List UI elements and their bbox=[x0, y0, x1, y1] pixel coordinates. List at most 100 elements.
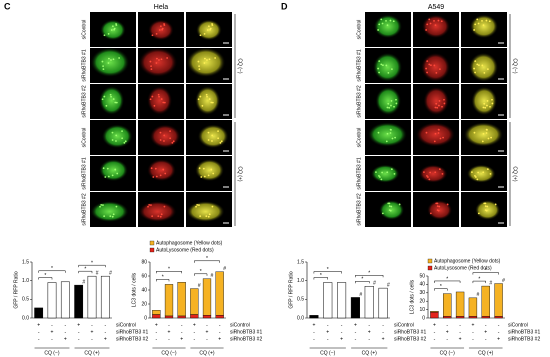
panel-label: C bbox=[4, 1, 11, 11]
significance-label: * bbox=[162, 275, 164, 281]
y-tick-label: 20 bbox=[419, 299, 425, 305]
bar-segment bbox=[164, 315, 174, 319]
puncta bbox=[105, 104, 108, 107]
significance-label: * bbox=[84, 267, 86, 273]
puncta bbox=[211, 101, 214, 104]
cell bbox=[146, 159, 177, 182]
puncta bbox=[160, 213, 163, 216]
puncta bbox=[389, 19, 392, 22]
puncta bbox=[161, 28, 164, 31]
puncta bbox=[483, 71, 486, 74]
significance-label: * bbox=[91, 261, 93, 267]
bar bbox=[74, 284, 84, 319]
puncta bbox=[395, 98, 397, 101]
puncta bbox=[485, 19, 488, 22]
puncta bbox=[481, 19, 483, 22]
puncta bbox=[111, 215, 114, 218]
y-tick-label: 0 bbox=[144, 315, 147, 321]
y-tick-label: 50 bbox=[419, 273, 425, 279]
puncta bbox=[441, 105, 443, 108]
bar-label: # bbox=[477, 292, 480, 298]
bar-segment bbox=[443, 316, 452, 319]
puncta bbox=[435, 71, 438, 74]
puncta bbox=[385, 19, 387, 22]
puncta bbox=[377, 131, 380, 134]
puncta bbox=[160, 58, 163, 61]
puncta bbox=[220, 140, 223, 143]
condition-mark: - bbox=[459, 322, 461, 328]
significance-bracket bbox=[313, 277, 328, 280]
puncta bbox=[162, 101, 165, 104]
puncta bbox=[212, 172, 215, 175]
puncta bbox=[434, 24, 437, 27]
significance-bracket bbox=[355, 281, 370, 284]
cell bbox=[138, 200, 177, 223]
puncta bbox=[150, 167, 153, 170]
puncta bbox=[377, 67, 380, 70]
legend-swatch bbox=[149, 240, 155, 246]
puncta bbox=[494, 203, 497, 206]
significance-label: * bbox=[168, 267, 170, 273]
puncta bbox=[428, 63, 431, 66]
row-label: siRhoBTB3 #1 bbox=[81, 157, 87, 189]
puncta bbox=[157, 93, 160, 96]
significance-bracket bbox=[472, 272, 499, 275]
condition-mark: - bbox=[155, 329, 157, 335]
condition-mark: - bbox=[193, 336, 195, 342]
puncta bbox=[163, 140, 165, 142]
puncta bbox=[163, 205, 166, 208]
condition-mark: + bbox=[433, 322, 436, 328]
puncta bbox=[482, 132, 485, 135]
bar-label: # bbox=[373, 281, 376, 287]
row-label: siRhoBTB3 #2 bbox=[356, 85, 362, 117]
condition-mark: - bbox=[78, 329, 80, 335]
puncta bbox=[438, 205, 441, 208]
significance-bracket bbox=[38, 270, 66, 273]
condition-mark: + bbox=[354, 322, 357, 328]
puncta bbox=[101, 60, 104, 63]
cell bbox=[423, 86, 450, 116]
condition-mark: - bbox=[168, 336, 170, 342]
y-tick-label: 0.0 bbox=[297, 315, 304, 321]
puncta bbox=[106, 167, 109, 170]
significance-label: * bbox=[368, 271, 370, 277]
puncta bbox=[109, 215, 112, 218]
panel-title: A549 bbox=[428, 4, 444, 11]
puncta bbox=[196, 203, 199, 206]
row-label: siControl bbox=[81, 20, 87, 40]
condition-mark: + bbox=[180, 336, 183, 342]
condition-mark: - bbox=[327, 322, 329, 328]
puncta bbox=[121, 137, 124, 140]
condition-mark: - bbox=[498, 322, 500, 328]
cell bbox=[469, 14, 499, 39]
significance-label: * bbox=[485, 268, 487, 274]
cell bbox=[90, 47, 130, 78]
condition-mark: - bbox=[327, 336, 329, 342]
puncta bbox=[438, 100, 441, 102]
bar-label: # bbox=[387, 282, 390, 288]
puncta bbox=[206, 95, 208, 98]
condition-mark: - bbox=[355, 336, 357, 342]
bar-segment bbox=[481, 285, 490, 317]
condition-mark: - bbox=[78, 336, 80, 342]
bar-segment bbox=[215, 271, 224, 316]
puncta bbox=[428, 18, 431, 21]
puncta bbox=[207, 215, 210, 218]
puncta bbox=[381, 171, 384, 174]
bar-segment bbox=[494, 283, 503, 317]
condition-mark: - bbox=[434, 336, 436, 342]
group-label: CQ (+) bbox=[84, 350, 99, 356]
significance-bracket bbox=[78, 270, 93, 274]
puncta bbox=[116, 172, 119, 175]
puncta bbox=[387, 102, 390, 105]
condition-mark: + bbox=[446, 329, 449, 335]
puncta bbox=[203, 62, 206, 64]
puncta bbox=[378, 176, 381, 178]
puncta bbox=[426, 71, 428, 74]
bar bbox=[323, 282, 333, 319]
condition-mark: - bbox=[181, 322, 183, 328]
condition-name: siRhoBTB3 #1 bbox=[508, 329, 540, 335]
row-label: siControl bbox=[81, 128, 87, 148]
puncta bbox=[115, 101, 118, 104]
puncta bbox=[211, 134, 214, 137]
